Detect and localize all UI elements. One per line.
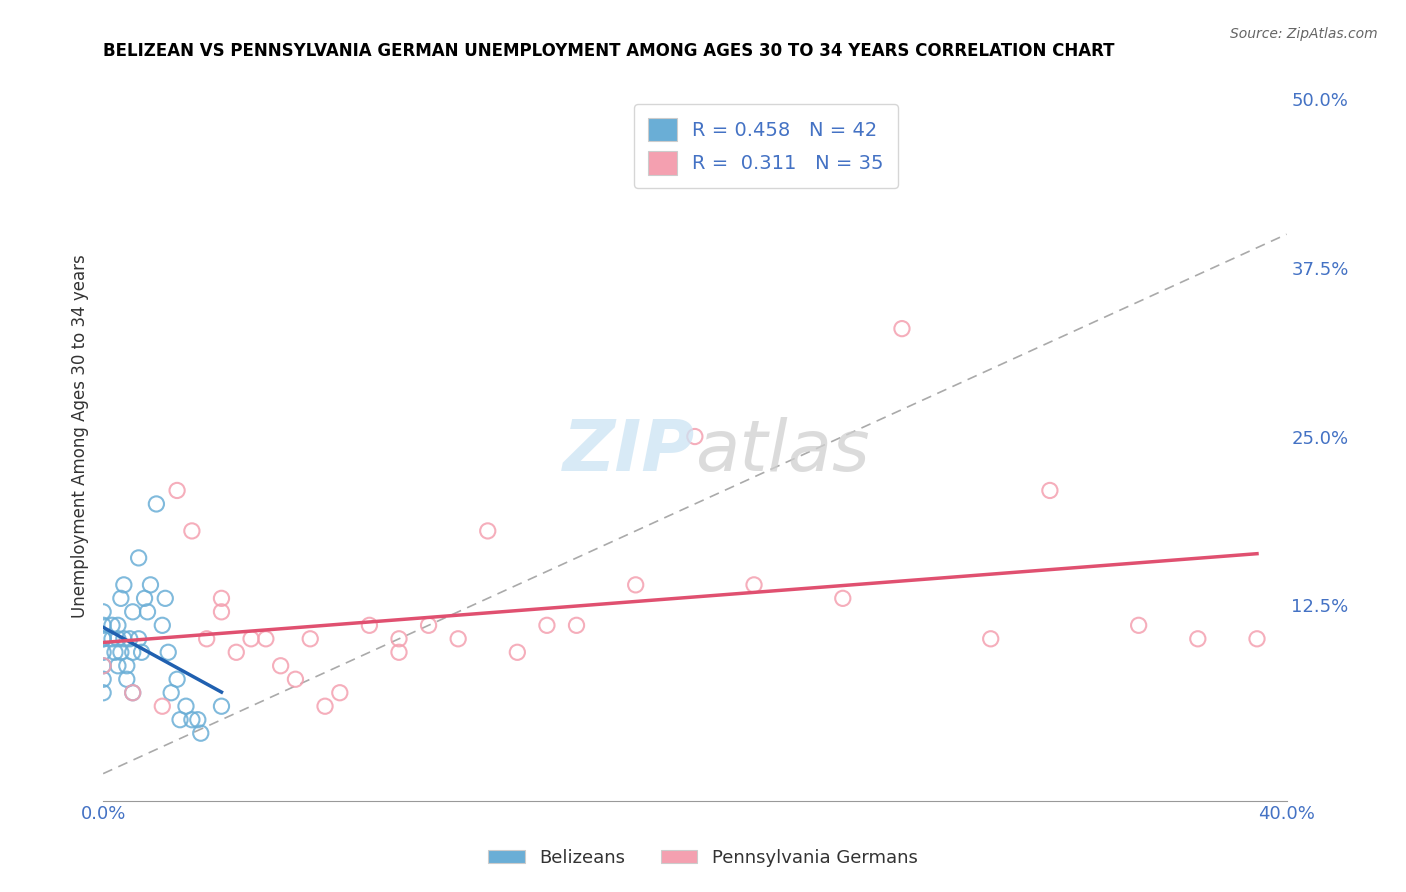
- Point: [1039, 483, 1062, 498]
- Point: [107, 632, 129, 646]
- Point: [121, 645, 143, 659]
- Point: [254, 632, 277, 646]
- Point: [284, 672, 307, 686]
- Point: [536, 618, 558, 632]
- Point: [150, 618, 173, 632]
- Point: [742, 578, 765, 592]
- Point: [980, 632, 1002, 646]
- Point: [91, 605, 114, 619]
- Legend: Belizeans, Pennsylvania Germans: Belizeans, Pennsylvania Germans: [481, 842, 925, 874]
- Text: Source: ZipAtlas.com: Source: ZipAtlas.com: [1230, 27, 1378, 41]
- Point: [112, 632, 135, 646]
- Point: [831, 591, 853, 606]
- Point: [128, 632, 150, 646]
- Point: [359, 618, 381, 632]
- Point: [1246, 632, 1268, 646]
- Point: [314, 699, 336, 714]
- Point: [190, 726, 212, 740]
- Point: [195, 632, 218, 646]
- Point: [121, 686, 143, 700]
- Point: [447, 632, 470, 646]
- Point: [104, 645, 127, 659]
- Point: [101, 632, 124, 646]
- Point: [180, 524, 202, 538]
- Point: [270, 658, 292, 673]
- Point: [115, 658, 138, 673]
- Point: [166, 672, 188, 686]
- Point: [112, 578, 135, 592]
- Point: [136, 605, 159, 619]
- Point: [115, 672, 138, 686]
- Point: [1187, 632, 1209, 646]
- Text: BELIZEAN VS PENNSYLVANIA GERMAN UNEMPLOYMENT AMONG AGES 30 TO 34 YEARS CORRELATI: BELIZEAN VS PENNSYLVANIA GERMAN UNEMPLOY…: [103, 42, 1115, 60]
- Point: [169, 713, 191, 727]
- Point: [329, 686, 352, 700]
- Point: [388, 645, 411, 659]
- Legend: R = 0.458   N = 42, R =  0.311   N = 35: R = 0.458 N = 42, R = 0.311 N = 35: [634, 104, 897, 188]
- Point: [91, 658, 114, 673]
- Point: [128, 550, 150, 565]
- Point: [418, 618, 440, 632]
- Point: [225, 645, 247, 659]
- Text: ZIP: ZIP: [562, 417, 695, 485]
- Point: [91, 645, 114, 659]
- Point: [211, 591, 233, 606]
- Point: [388, 632, 411, 646]
- Point: [624, 578, 647, 592]
- Point: [160, 686, 183, 700]
- Point: [139, 578, 162, 592]
- Point: [121, 686, 143, 700]
- Point: [1128, 618, 1150, 632]
- Point: [91, 686, 114, 700]
- Point: [150, 699, 173, 714]
- Point: [180, 713, 202, 727]
- Point: [110, 645, 132, 659]
- Point: [891, 321, 914, 335]
- Point: [110, 591, 132, 606]
- Point: [506, 645, 529, 659]
- Point: [121, 605, 143, 619]
- Point: [166, 483, 188, 498]
- Point: [174, 699, 197, 714]
- Point: [211, 605, 233, 619]
- Point: [683, 429, 706, 443]
- Text: atlas: atlas: [695, 417, 869, 485]
- Point: [101, 618, 124, 632]
- Point: [118, 632, 141, 646]
- Y-axis label: Unemployment Among Ages 30 to 34 years: Unemployment Among Ages 30 to 34 years: [72, 254, 89, 618]
- Point: [299, 632, 322, 646]
- Point: [107, 658, 129, 673]
- Point: [155, 591, 177, 606]
- Point: [211, 699, 233, 714]
- Point: [477, 524, 499, 538]
- Point: [157, 645, 180, 659]
- Point: [107, 618, 129, 632]
- Point: [131, 645, 153, 659]
- Point: [240, 632, 263, 646]
- Point: [145, 497, 167, 511]
- Point: [134, 591, 156, 606]
- Point: [187, 713, 209, 727]
- Point: [565, 618, 588, 632]
- Point: [91, 632, 114, 646]
- Point: [91, 658, 114, 673]
- Point: [91, 618, 114, 632]
- Point: [91, 672, 114, 686]
- Point: [91, 632, 114, 646]
